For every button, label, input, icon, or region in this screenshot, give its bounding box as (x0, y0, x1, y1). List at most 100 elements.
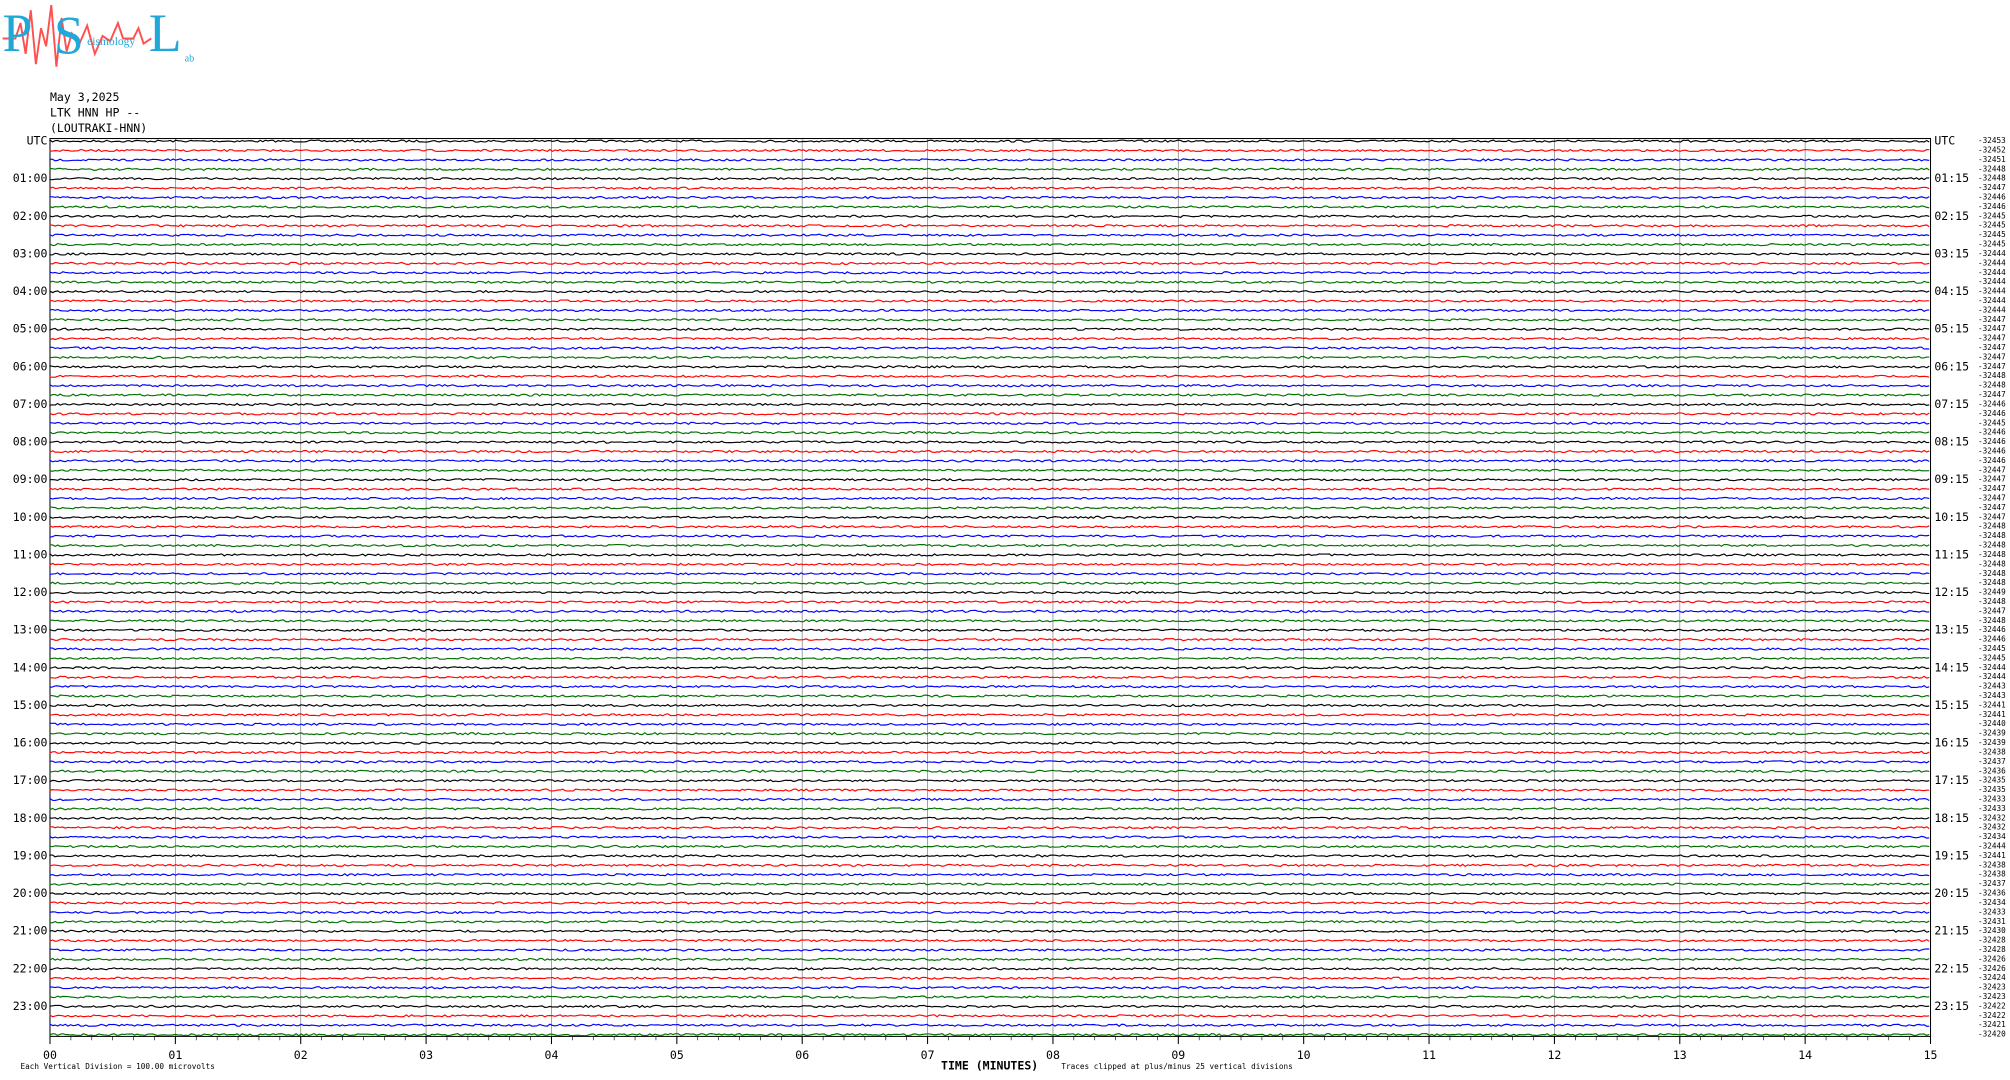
trace (49, 750, 1930, 755)
row-label-right: 19:15 (1934, 848, 1969, 862)
x-tick-label: 10 (1297, 1048, 1311, 1062)
row-label-left: 05:00 (13, 322, 48, 336)
trace (49, 148, 1930, 153)
trace-offset-label: -32445 (1978, 644, 2006, 653)
trace (49, 327, 1930, 331)
trace-offset-label: -32447 (1978, 352, 2006, 361)
row-label-right: 17:15 (1934, 773, 1969, 787)
trace-offset-label: -32444 (1978, 258, 2006, 267)
row-label-right: 07:15 (1934, 397, 1969, 411)
trace-offset-label: -32446 (1978, 456, 2006, 465)
trace (49, 628, 1930, 632)
chart-title: May 3,2025 (50, 90, 119, 104)
trace (49, 506, 1930, 510)
trace-offset-label: -32439 (1978, 738, 2006, 747)
trace-offset-label: -32448 (1978, 578, 2006, 587)
trace-offset-label: -32438 (1978, 870, 2006, 879)
trace (49, 242, 1930, 247)
trace-offset-label: -32447 (1978, 315, 2006, 324)
trace-offset-label: -32434 (1978, 832, 2006, 841)
trace (49, 261, 1930, 266)
trace-offset-label: -32447 (1978, 484, 2006, 493)
row-label-right: 02:15 (1934, 209, 1969, 223)
trace (49, 1032, 1930, 1037)
trace (49, 873, 1930, 877)
trace (49, 581, 1930, 585)
trace (49, 703, 1930, 708)
trace-offset-label: -32448 (1978, 569, 2006, 578)
row-label-right: 16:15 (1934, 736, 1969, 750)
trace-offset-label: -32420 (1978, 1030, 2006, 1039)
logo-word: eismology (87, 36, 135, 48)
trace-offset-label: -32438 (1978, 860, 2006, 869)
trace (49, 158, 1930, 162)
x-tick-label: 04 (545, 1048, 559, 1062)
trace-offset-label: -32448 (1978, 531, 2006, 540)
trace (49, 590, 1930, 595)
trace-offset-label: -32426 (1978, 954, 2006, 963)
trace (49, 318, 1930, 322)
row-label-right: 14:15 (1934, 660, 1969, 674)
trace (49, 1023, 1930, 1027)
trace (49, 487, 1930, 491)
trace-offset-label: -32438 (1978, 747, 2006, 756)
trace-offset-label: -32445 (1978, 230, 2006, 239)
trace (49, 797, 1930, 802)
row-label-left: 11:00 (13, 547, 48, 561)
row-label-left: 07:00 (13, 397, 48, 411)
trace-offset-label: -32423 (1978, 992, 2006, 1001)
trace-offset-label: -32452 (1978, 145, 2006, 154)
trace-offset-label: -32447 (1978, 362, 2006, 371)
trace (49, 336, 1930, 341)
trace (49, 534, 1930, 538)
trace (49, 459, 1930, 463)
trace (49, 1013, 1930, 1018)
trace-offset-label: -32445 (1978, 221, 2006, 230)
row-label-right: 13:15 (1934, 623, 1969, 637)
x-tick-label: 00 (43, 1048, 57, 1062)
trace (49, 280, 1930, 284)
row-label-left: 06:00 (13, 359, 48, 373)
trace-offset-label: -32448 (1978, 541, 2006, 550)
trace-offset-label: -32445 (1978, 418, 2006, 427)
trace (49, 684, 1930, 689)
trace-offset-label: -32446 (1978, 625, 2006, 634)
trace-offset-label: -32447 (1978, 343, 2006, 352)
trace-offset-label: -32453 (1978, 136, 2006, 145)
trace (49, 647, 1930, 651)
trace (49, 195, 1930, 200)
trace-offset-label: -32433 (1978, 804, 2006, 813)
trace (49, 383, 1930, 388)
trace (49, 1004, 1930, 1009)
trace (49, 741, 1930, 745)
trace-offset-label: -32445 (1978, 240, 2006, 249)
trace (49, 138, 1930, 143)
trace-offset-label: -32437 (1978, 757, 2006, 766)
trace-offset-label: -32441 (1978, 851, 2006, 860)
trace (49, 731, 1930, 736)
plot-frame (49, 138, 1932, 1037)
trace-offset-label: -32436 (1978, 766, 2006, 775)
x-tick-label: 07 (921, 1048, 935, 1062)
trace (49, 393, 1930, 397)
trace-offset-label: -32444 (1978, 249, 2006, 258)
x-tick-label: 12 (1547, 1048, 1561, 1062)
row-label-left: 17:00 (13, 773, 48, 787)
trace-offset-label: -32428 (1978, 945, 2006, 954)
logo-letter: S (54, 5, 84, 65)
trace (49, 854, 1930, 858)
row-label-right: 03:15 (1934, 246, 1969, 260)
trace (49, 600, 1930, 604)
trace (49, 760, 1930, 764)
trace-offset-label: -32448 (1978, 371, 2006, 380)
row-label-left: UTC (27, 134, 48, 148)
trace (49, 543, 1930, 548)
trace (49, 468, 1930, 472)
trace-offset-label: -32426 (1978, 964, 2006, 973)
trace-offset-label: -32443 (1978, 682, 2006, 691)
trace (49, 967, 1930, 971)
trace (49, 176, 1930, 181)
trace (49, 440, 1930, 444)
trace-offset-label: -32428 (1978, 936, 2006, 945)
